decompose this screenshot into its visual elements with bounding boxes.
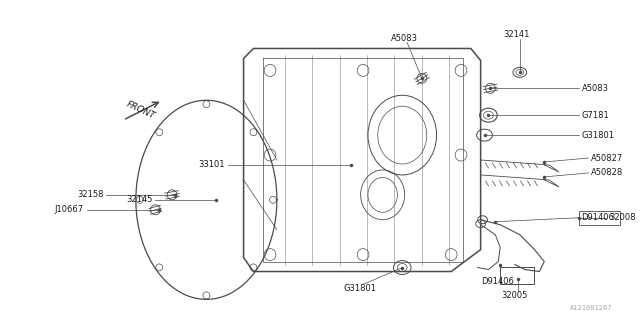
Text: D91406: D91406 <box>481 277 514 286</box>
Text: G31801: G31801 <box>582 131 614 140</box>
Text: G31801: G31801 <box>344 284 377 293</box>
Text: J10667: J10667 <box>55 205 84 214</box>
Text: D91406: D91406 <box>582 213 614 222</box>
Text: A50828: A50828 <box>591 168 623 178</box>
Text: 32145: 32145 <box>126 195 152 204</box>
Text: A121001267: A121001267 <box>570 305 613 311</box>
Text: 33101: 33101 <box>198 160 225 170</box>
Text: A5083: A5083 <box>582 84 609 93</box>
Text: G7181: G7181 <box>582 111 609 120</box>
Text: 32158: 32158 <box>77 190 104 199</box>
Text: 32141: 32141 <box>504 29 530 38</box>
Text: A5083: A5083 <box>391 34 418 43</box>
Text: FRONT: FRONT <box>125 100 157 121</box>
Text: A50827: A50827 <box>591 154 623 163</box>
Text: 32008: 32008 <box>609 213 636 222</box>
Text: 32005: 32005 <box>502 292 528 300</box>
